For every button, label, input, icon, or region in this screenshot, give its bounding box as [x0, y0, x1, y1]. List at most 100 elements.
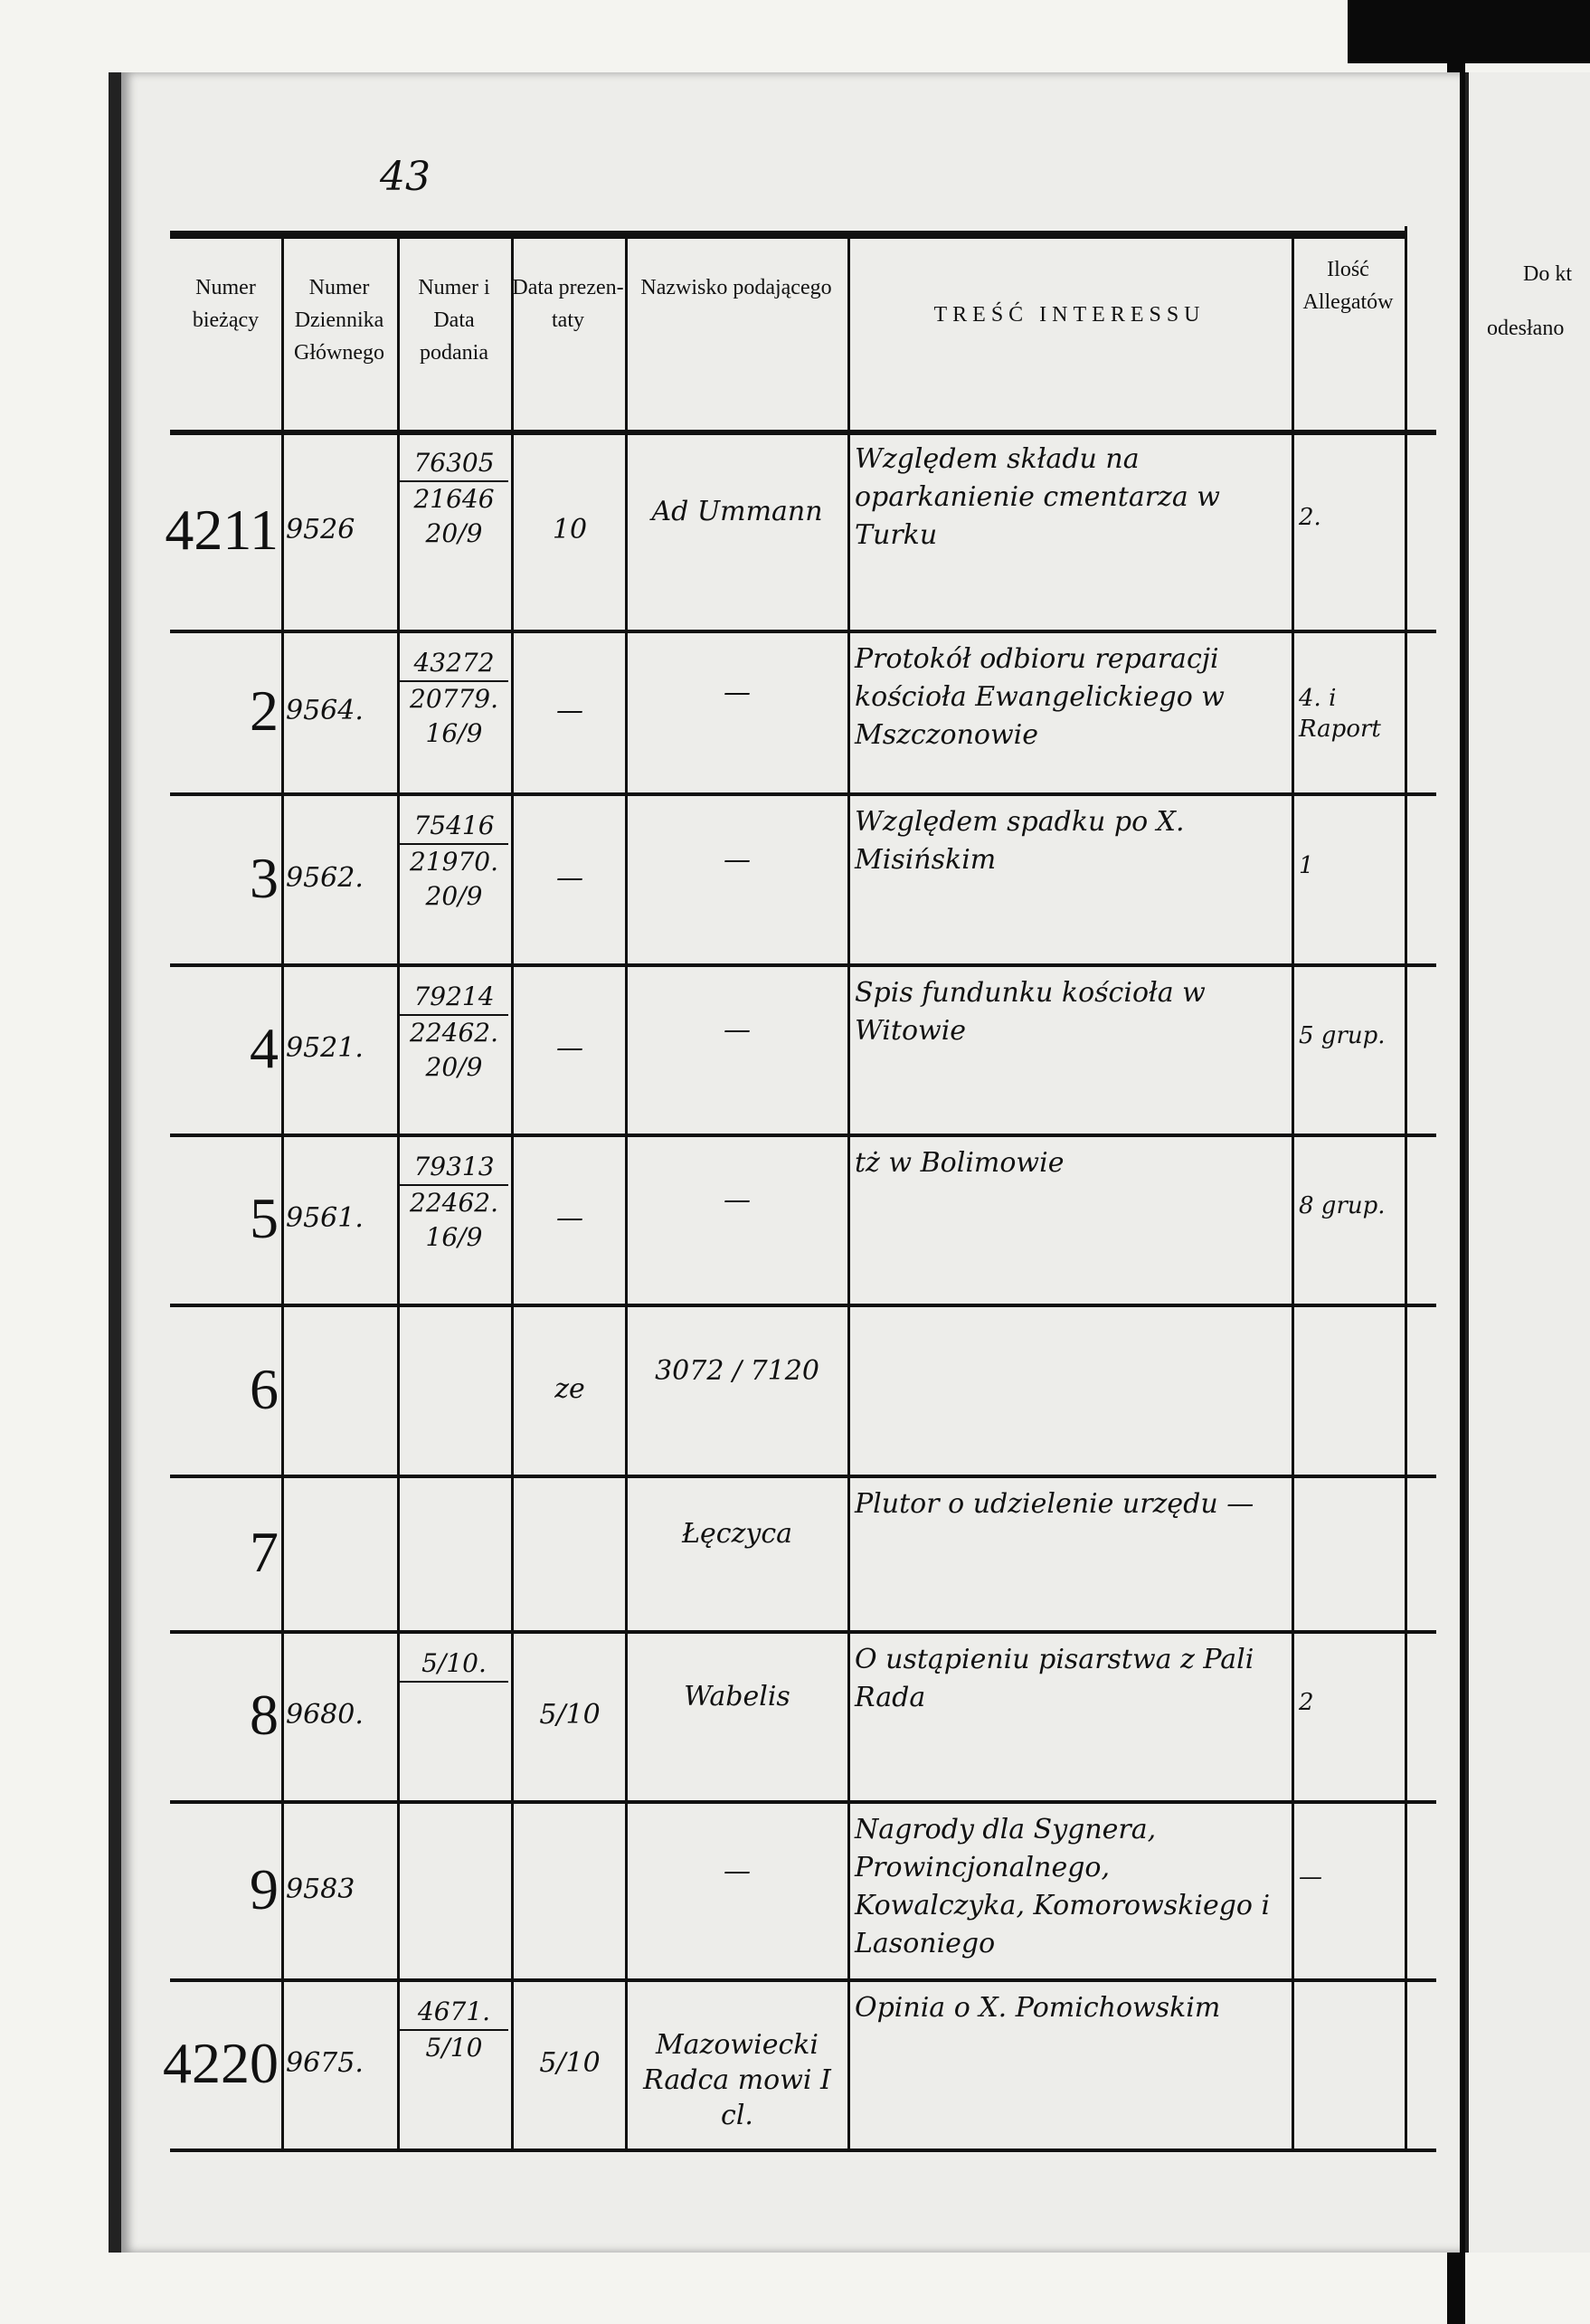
submission-line: 79313 — [400, 1150, 508, 1186]
header-tresc: TREŚĆ INTERESSU — [933, 303, 1206, 327]
header-numer-data-podania: Numer i Data podania — [418, 276, 490, 365]
submission-line: 20/9 — [425, 1051, 483, 1082]
content-text: Plutor o udzielenie urzędu — — [855, 1488, 1254, 1520]
submission-number-date: 79214 22462. 20/9 — [400, 980, 508, 1084]
row-number: 4211 — [165, 497, 279, 562]
row-rule — [170, 963, 1436, 967]
attachment-count: 2. — [1299, 503, 1321, 531]
journal-number: 9675. — [286, 2047, 364, 2079]
column-rule — [1405, 226, 1407, 2149]
submission-line: 43272 — [400, 646, 508, 682]
submission-line: 4671. — [400, 1995, 508, 2031]
submitter-name: — — [724, 1184, 751, 1216]
row-number: 6 — [250, 1356, 279, 1421]
presentation-date: — — [556, 861, 583, 894]
submission-number-date: 76305 21646 20/9 — [400, 446, 508, 550]
column-rule — [511, 237, 514, 2149]
row-rule — [170, 1134, 1436, 1137]
register-page — [109, 72, 1460, 2253]
submission-line: 76305 — [400, 446, 508, 482]
journal-number: 9564. — [286, 695, 364, 726]
submission-line: 20779. — [410, 683, 498, 714]
content-text: O ustąpieniu pisarstwa z Pali Rada — [855, 1644, 1254, 1713]
attachment-count: 1 — [1299, 851, 1314, 879]
submitter-name: Łęczyca — [681, 1518, 793, 1550]
row-rule — [170, 2149, 1436, 2152]
row-number: 4220 — [163, 2031, 279, 2095]
content-text: tż w Bolimowie — [855, 1147, 1065, 1179]
presentation-date: 10 — [552, 513, 588, 545]
attachment-count: 4. i Raport — [1299, 685, 1381, 743]
header-nazwisko: Nazwisko podającego — [640, 276, 832, 299]
submission-line: 21970. — [410, 846, 498, 877]
submission-line: 79214 — [400, 980, 508, 1016]
submission-line: 75416 — [400, 809, 508, 845]
submission-number-date: 43272 20779. 16/9 — [400, 646, 508, 750]
submitter-name: Mazowiecki Radca mowi I cl. — [643, 2029, 831, 2131]
row-number: 8 — [250, 1683, 279, 1747]
content-text: Protokół odbioru reparacji kościoła Ewan… — [855, 643, 1225, 751]
submitter-name: — — [724, 843, 751, 876]
row-number: 9 — [250, 1856, 279, 1921]
header-allegaty: Ilość Allegatów — [1302, 258, 1394, 314]
row-number: 4 — [250, 1016, 279, 1080]
header-data-prezentaty: Data prezen-taty — [512, 276, 624, 332]
row-rule — [170, 1978, 1436, 1982]
content-text: Względem składu na oparkanienie cmentarz… — [855, 443, 1220, 551]
presentation-date: 5/10 — [539, 1699, 601, 1731]
submission-number-date: 4671. 5/10 — [400, 1995, 508, 2065]
presentation-date: — — [556, 1202, 583, 1234]
row-rule — [170, 792, 1436, 796]
row-number: 3 — [250, 845, 279, 910]
facing-header-1: Do kt — [1523, 262, 1572, 286]
presentation-date: — — [556, 1032, 583, 1064]
row-rule — [170, 1630, 1436, 1634]
row-rule — [170, 430, 1436, 435]
row-number: 5 — [250, 1186, 279, 1250]
submitter-name: — — [724, 677, 751, 708]
column-rule — [397, 237, 400, 2149]
content-text: Opinia o X. Pomichowskim — [855, 1992, 1221, 2024]
submission-line: 5/10 — [425, 2032, 483, 2063]
column-rule — [1292, 237, 1294, 2149]
submission-line: 22462. — [410, 1187, 498, 1218]
submission-number-date: 79313 22462. 16/9 — [400, 1150, 508, 1254]
submitter-name: — — [724, 1014, 751, 1046]
attachment-count: 8 grup. — [1299, 1192, 1386, 1219]
header-numer-dziennika: Numer Dziennika Głównego — [294, 276, 384, 365]
row-rule — [170, 1304, 1436, 1307]
column-rule — [281, 237, 284, 2149]
submission-line: 16/9 — [425, 717, 483, 748]
submitter-name: 3072 / 7120 — [655, 1354, 819, 1387]
submission-line: 22462. — [410, 1017, 498, 1048]
content-text: Względem spadku po X. Misińskim — [855, 806, 1185, 876]
content-text: Nagrody dla Sygnera, Prowincjonalnego, K… — [855, 1814, 1271, 1959]
header-top-rule — [170, 231, 1405, 239]
row-number: 2 — [250, 678, 279, 743]
scan-border-right — [1348, 0, 1590, 63]
submission-number-date: 5/10. — [400, 1646, 508, 1683]
submitter-name: Wabelis — [684, 1681, 790, 1712]
content-text: Spis fundunku kościoła w Witowie — [855, 977, 1206, 1047]
journal-number: 9561. — [286, 1202, 364, 1234]
submission-line: 20/9 — [425, 880, 483, 911]
submission-line: 21646 — [413, 483, 495, 514]
submission-line: 5/10. — [400, 1646, 508, 1683]
presentation-date: — — [556, 695, 583, 726]
row-rule — [170, 630, 1436, 633]
submission-number-date: 75416 21970. 20/9 — [400, 809, 508, 913]
row-number: 7 — [250, 1520, 279, 1584]
facing-page: Do kt odesłano — [1465, 72, 1590, 2253]
row-rule — [170, 1800, 1436, 1804]
facing-header-2: odesłano — [1487, 317, 1565, 340]
column-rule — [847, 237, 850, 2149]
attachment-count: 2 — [1299, 1689, 1314, 1716]
journal-number: 9680. — [286, 1699, 364, 1731]
page-number: 43 — [380, 154, 431, 200]
row-rule — [170, 1475, 1436, 1478]
attachment-count: 5 grup. — [1299, 1022, 1386, 1049]
journal-number: 9583 — [286, 1873, 355, 1905]
journal-number: 9562. — [286, 861, 364, 894]
submission-line: 20/9 — [425, 517, 483, 548]
presentation-date: ze — [554, 1372, 585, 1405]
